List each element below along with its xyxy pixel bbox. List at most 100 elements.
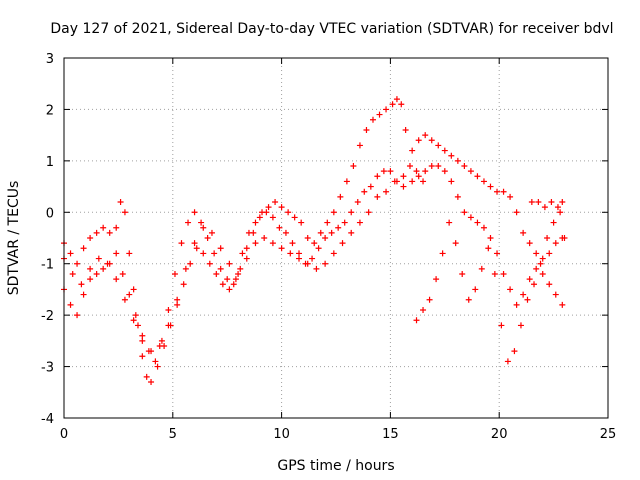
data-point [217,245,224,252]
x-tick-label: 25 [600,427,617,442]
data-point [315,245,322,252]
data-point [200,250,207,257]
series-track-d [409,132,566,262]
data-point [156,343,163,349]
data-point [478,265,485,272]
data-point [343,178,350,185]
data-point [480,224,487,231]
data-point [335,224,342,231]
data-point [93,271,100,277]
data-point [537,260,544,267]
data-point [252,219,259,226]
x-tick-label: 10 [273,427,290,442]
data-point [313,265,320,272]
data-point [211,250,218,257]
data-point [130,286,137,293]
data-point [152,358,159,365]
grid-layer [64,58,608,418]
data-point [130,317,137,324]
data-point [193,245,200,252]
data-point [178,240,185,247]
data-point [485,245,492,252]
data-point [504,358,511,365]
data-point [406,163,413,169]
data-point [433,276,440,283]
y-tick-label: -4 [41,412,54,427]
data-point [106,229,113,236]
data-point [539,255,546,262]
data-point [296,255,303,262]
series-track-a [61,96,409,385]
data-point [387,168,394,175]
y-tick-label: 2 [46,103,54,118]
data-point [461,209,468,216]
data-point [441,147,448,154]
x-tick-label: 0 [60,427,68,442]
data-point [513,301,520,308]
data-point [191,240,198,247]
data-point [174,301,181,308]
data-point [474,219,481,226]
data-point [74,260,81,267]
data-point [550,219,557,226]
data-point [507,193,514,200]
data-point [263,209,270,216]
series-track-f [413,209,564,365]
data-point [354,199,361,205]
data-point [139,353,146,360]
data-point [291,214,298,221]
data-point [420,307,427,313]
data-point [480,178,487,185]
data-point [422,168,429,175]
data-point [239,250,246,257]
data-point [554,204,561,211]
data-point [67,250,74,257]
data-point [461,163,468,169]
data-point [87,276,94,283]
data-point [533,250,540,257]
data-point [134,322,141,329]
data-point [341,219,348,226]
data-point [356,142,363,149]
plot-frame [63,57,609,419]
data-point [531,281,538,288]
data-point [422,132,429,139]
data-point [213,271,220,277]
data-point [409,178,416,185]
data-point [243,245,250,252]
data-point [174,296,181,303]
data-point [119,271,126,277]
data-point [348,209,355,216]
data-point [494,188,501,195]
data-point [452,240,459,247]
data-point [552,291,559,298]
data-point [217,265,224,272]
data-point [465,296,472,303]
data-point [304,235,311,241]
data-point [265,204,272,211]
data-point [165,307,172,313]
data-point [528,199,535,205]
data-point [95,255,102,262]
data-point [324,219,331,226]
data-point [113,250,120,257]
data-point [361,188,368,195]
data-point [374,193,381,200]
data-point [446,219,453,226]
data-point [415,137,422,144]
data-point [467,214,474,221]
data-point [252,240,259,247]
data-point [121,209,128,216]
data-point [139,337,146,344]
data-point [420,178,427,185]
data-point [367,183,374,190]
data-point [524,296,531,303]
data-point [87,235,94,241]
y-tick-label: -2 [41,309,54,324]
data-point [498,322,505,329]
data-point [350,163,357,169]
data-point [507,286,514,293]
data-point [278,245,285,252]
data-point [198,219,205,226]
data-point [191,209,198,216]
